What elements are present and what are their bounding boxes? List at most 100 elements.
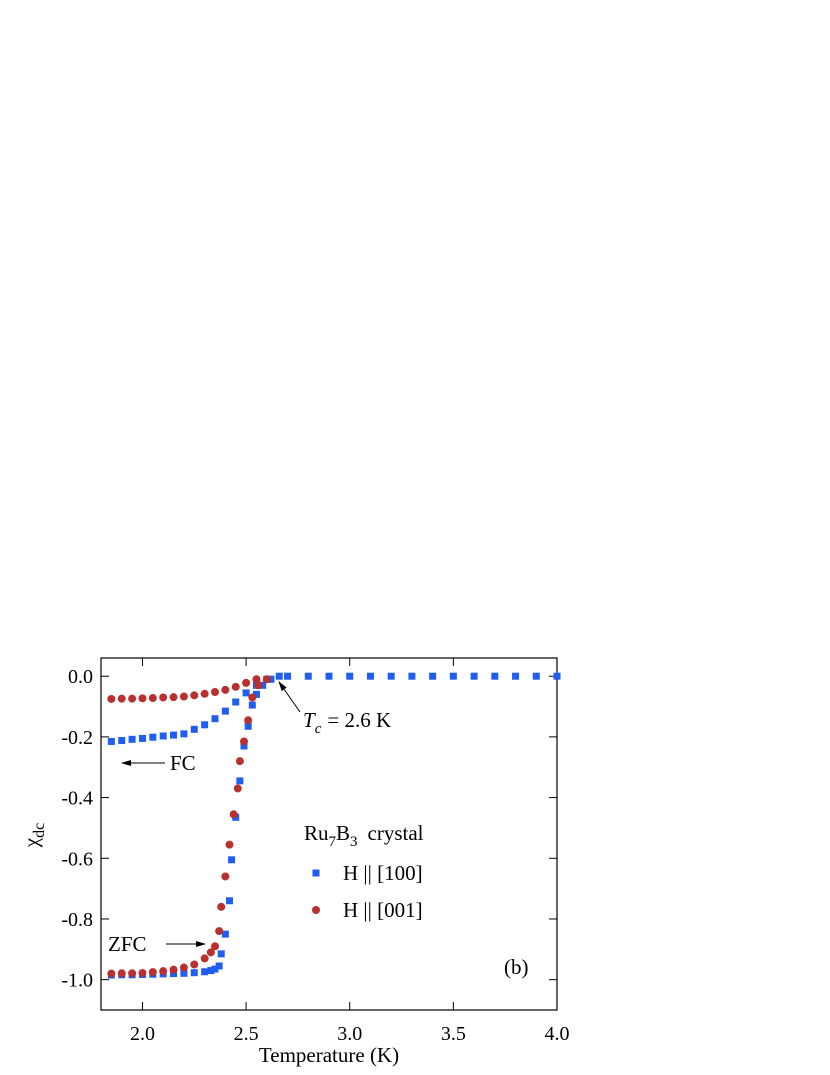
point <box>190 691 199 700</box>
point <box>211 965 219 973</box>
point <box>200 954 209 963</box>
point <box>312 906 320 914</box>
point <box>107 737 115 745</box>
point <box>304 672 312 680</box>
point <box>221 930 229 938</box>
point <box>228 856 236 864</box>
tc-sub: c <box>315 721 322 737</box>
point <box>312 869 320 877</box>
point <box>387 672 395 680</box>
point <box>532 672 540 680</box>
point <box>159 967 168 976</box>
zfc-label: ZFC <box>108 932 147 956</box>
point <box>107 694 116 703</box>
y-tick-label: -0.4 <box>61 788 93 810</box>
point <box>242 678 251 687</box>
point <box>248 693 257 702</box>
point <box>275 672 283 680</box>
point <box>553 672 561 680</box>
x-tick-label: 2.5 <box>234 1023 259 1045</box>
y-tick-label: 0.0 <box>68 666 93 688</box>
point <box>128 694 137 703</box>
point <box>221 872 230 881</box>
point <box>180 969 188 977</box>
point <box>200 689 209 698</box>
point <box>235 757 244 766</box>
panel-label: (b) <box>504 955 529 979</box>
point <box>240 737 249 746</box>
lt-ru: Ru <box>304 821 329 845</box>
point <box>221 685 230 694</box>
y-tick-label: -0.2 <box>61 727 93 749</box>
x-tick-label: 4.0 <box>545 1023 570 1045</box>
x-tick-label: 2.0 <box>130 1023 155 1045</box>
legend-label: H || [100] <box>343 861 423 885</box>
point <box>231 682 240 691</box>
point <box>138 694 147 703</box>
point <box>138 734 146 742</box>
point <box>226 897 234 905</box>
y-label-sub: dc <box>31 823 48 838</box>
point <box>346 672 354 680</box>
point <box>159 732 167 740</box>
point <box>449 672 457 680</box>
point <box>206 948 215 957</box>
point <box>211 715 219 723</box>
y-tick-label: -0.6 <box>61 848 93 870</box>
lt-3: 3 <box>350 834 358 850</box>
point <box>242 689 250 697</box>
point <box>236 777 244 785</box>
y-tick-label: -0.8 <box>61 909 93 931</box>
point <box>190 960 199 969</box>
x-axis-label: Temperature (K) <box>259 1043 399 1067</box>
point <box>470 672 478 680</box>
point <box>190 725 198 733</box>
point <box>169 965 178 974</box>
point <box>259 681 267 689</box>
point <box>201 968 209 976</box>
point <box>179 963 188 972</box>
point <box>149 733 157 741</box>
point <box>240 742 248 750</box>
lt-7: 7 <box>329 834 337 850</box>
point <box>252 675 261 684</box>
x-tick-label: 3.0 <box>337 1023 362 1045</box>
lt-b: B <box>336 821 350 845</box>
point <box>190 969 198 977</box>
point <box>233 784 242 793</box>
point <box>118 737 126 745</box>
point <box>244 716 253 725</box>
point <box>179 692 188 701</box>
point <box>232 698 240 706</box>
point <box>117 694 126 703</box>
point <box>215 927 224 936</box>
tc-arrow <box>278 681 301 713</box>
point <box>159 693 168 702</box>
point <box>217 902 226 911</box>
point <box>267 675 275 683</box>
point <box>211 942 219 951</box>
point <box>254 681 263 690</box>
point <box>128 735 136 743</box>
point <box>408 672 416 680</box>
point <box>215 962 223 970</box>
y-label-main: χ <box>19 837 43 848</box>
point <box>128 969 137 978</box>
tc-value: = 2.6 K <box>327 708 391 732</box>
y-tick-label: -1.0 <box>61 970 93 992</box>
point <box>366 672 374 680</box>
point <box>217 950 225 958</box>
point <box>148 694 157 703</box>
point <box>248 701 256 709</box>
plot-frame <box>100 657 558 1011</box>
point <box>225 840 234 849</box>
legend-label: H || [001] <box>343 898 423 922</box>
point <box>117 969 126 978</box>
point <box>429 672 437 680</box>
point <box>138 968 147 977</box>
point <box>169 693 178 702</box>
point <box>229 810 238 819</box>
legend-title: Ru7B3 crystal <box>304 821 424 850</box>
